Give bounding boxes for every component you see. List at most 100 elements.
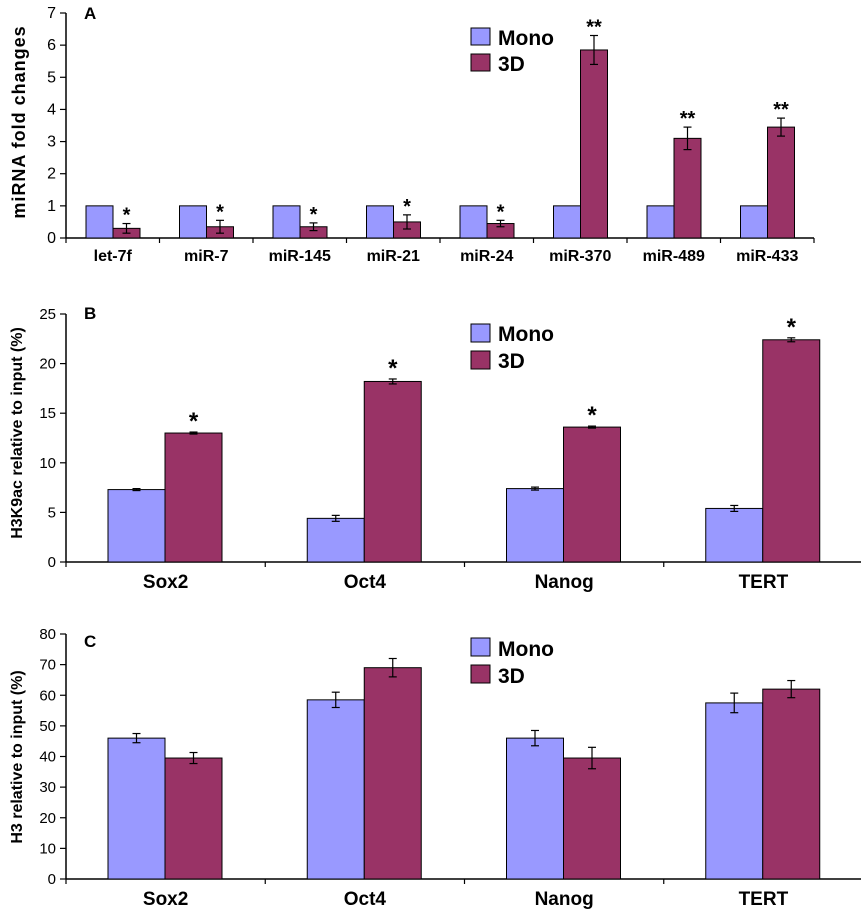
panel-a-y-tick-label: 5: [47, 69, 56, 86]
panel-b-bar-3d: [762, 339, 821, 563]
panel-c-bar-mono: [306, 699, 365, 880]
panel-c-plot: 0 10 20 30 40 50 60 70 80 Sox2 Oct4 Nanog TERT: [39, 626, 861, 910]
panel-a-bar-mono: [85, 205, 114, 239]
panel-a-plot: 0 1 2 3 4 5 6 7 * let-7f * miR-7 * miR-145 * miR-21 * miR…: [47, 5, 815, 265]
panel-a-significance-label: *: [403, 196, 411, 218]
panel-b-y-tick-label: 0: [48, 554, 56, 571]
panel-b-bar-3d: [563, 426, 621, 563]
panel-b-bar-mono: [506, 488, 564, 563]
panel-a-category-label: miR-24: [460, 248, 513, 265]
legend-a-3d-swatch: [470, 53, 491, 72]
panel-a-category-label: let-7f: [94, 248, 133, 265]
panel-a-y-tick-label: 2: [47, 166, 56, 183]
panel-c-bar-mono: [506, 737, 564, 880]
panel-a-bar-3d: [580, 49, 608, 239]
panel-c-y-tick-label: 30: [39, 779, 56, 796]
panel-b-bar-mono: [705, 507, 764, 563]
panel-a-significance-label: **: [773, 99, 789, 121]
panel-a-legend: Mono 3D: [470, 27, 554, 76]
panel-a-bar-mono: [646, 205, 675, 239]
legend-b-mono-label: Mono: [498, 323, 554, 346]
panel-c-y-tick-label: 40: [39, 749, 56, 766]
panel-c-bar-3d: [363, 667, 422, 880]
panel-a-significance-label: *: [497, 201, 505, 223]
legend-a-mono-swatch: [470, 27, 491, 46]
panel-a-y-tick-label: 4: [47, 101, 56, 118]
panel-c-category-label: Nanog: [535, 889, 594, 910]
panel-c-bar-mono: [705, 702, 764, 880]
panel-b-significance-label: *: [587, 402, 597, 429]
panel-a: A miRNA fold changes Mono 3D 0 1 2 3 4 5 6 7 * le…: [9, 4, 815, 265]
panel-b-category-label: Sox2: [143, 572, 188, 593]
panel-a-bar-3d: [767, 126, 795, 239]
panel-b-plot: 0 5 10 15 20 25 * Sox2 * Oct4 * Nanog * TERT: [39, 306, 861, 593]
panel-c: C H3 relative to input (%) Mono 3D 0 10 20…: [9, 626, 861, 910]
panel-b-bar-3d: [164, 432, 223, 563]
legend-c-mono-label: Mono: [498, 638, 554, 661]
panel-a-letter: A: [84, 4, 96, 23]
panel-b-significance-label: *: [189, 408, 199, 435]
legend-a-mono-label: Mono: [498, 27, 554, 50]
legend-c-mono-swatch: [470, 637, 491, 657]
legend-a-3d-label: 3D: [498, 53, 525, 76]
panel-c-category-label: TERT: [739, 889, 789, 910]
panel-a-bar-mono: [179, 205, 207, 239]
panel-b-bar-mono: [306, 517, 365, 563]
panel-a-significance-label: *: [216, 201, 224, 223]
panel-a-category-label: miR-489: [643, 248, 705, 265]
panel-c-y-tick-label: 20: [39, 810, 56, 827]
panel-a-bar-mono: [366, 205, 394, 239]
panel-c-y-tick-label: 0: [48, 871, 56, 888]
panel-b-category-label: Oct4: [344, 572, 387, 593]
panel-a-y-tick-label: 0: [47, 230, 56, 247]
panel-b-ylabel: H3K9ac relative to input (%): [9, 327, 26, 539]
panel-b-y-tick-label: 10: [39, 455, 56, 472]
panel-a-category-label: miR-21: [367, 248, 420, 265]
panel-a-significance-label: *: [123, 205, 131, 227]
panel-a-category-label: miR-145: [269, 248, 331, 265]
panel-b: B H3K9ac relative to input (%) Mono 3D 0…: [9, 304, 861, 593]
legend-b-3d-swatch: [470, 350, 491, 370]
panel-b-category-label: Nanog: [535, 572, 594, 593]
panel-c-bar-3d: [762, 688, 821, 880]
legend-b-mono-swatch: [470, 323, 491, 343]
panel-b-y-tick-label: 20: [39, 356, 56, 373]
legend-b-3d-label: 3D: [498, 350, 525, 373]
panel-a-bar-mono: [272, 205, 301, 239]
panel-c-legend: Mono 3D: [470, 637, 554, 688]
panel-b-legend: Mono 3D: [470, 323, 554, 373]
panel-b-significance-label: *: [787, 314, 797, 341]
panel-c-bar-3d: [563, 757, 621, 880]
panel-b-bar-mono: [107, 489, 166, 563]
panel-c-letter: C: [84, 632, 96, 651]
panel-b-y-tick-label: 15: [39, 405, 56, 422]
legend-c-3d-label: 3D: [498, 665, 525, 688]
panel-a-significance-label: *: [310, 204, 318, 226]
panel-a-category-label: miR-7: [184, 248, 229, 265]
panel-b-y-tick-label: 25: [39, 306, 56, 323]
panel-c-bar-3d: [164, 757, 223, 880]
panel-a-ylabel: miRNA fold changes: [9, 25, 29, 218]
panel-a-significance-label: **: [586, 17, 602, 39]
panel-c-category-label: Oct4: [344, 889, 387, 910]
panel-c-y-tick-label: 80: [39, 626, 56, 643]
panel-a-significance-label: **: [680, 108, 696, 130]
panel-a-category-label: miR-370: [549, 248, 611, 265]
panel-b-bar-3d: [363, 380, 422, 563]
panel-a-y-tick-label: 3: [47, 134, 56, 151]
panel-a-bar-mono: [553, 205, 581, 239]
panel-c-bar-mono: [107, 737, 166, 880]
panel-c-category-label: Sox2: [143, 889, 188, 910]
panel-b-y-tick-label: 5: [48, 504, 56, 521]
panel-c-y-tick-label: 50: [39, 718, 56, 735]
panel-c-y-tick-label: 10: [39, 840, 56, 857]
panel-a-bar-mono: [740, 205, 768, 239]
panel-b-category-label: TERT: [739, 572, 789, 593]
panel-a-category-label: miR-433: [736, 248, 798, 265]
panel-c-y-tick-label: 70: [39, 657, 56, 674]
panel-c-y-tick-label: 60: [39, 687, 56, 704]
panel-a-y-tick-label: 7: [47, 5, 56, 22]
legend-c-3d-swatch: [470, 664, 491, 684]
panel-b-significance-label: *: [388, 355, 398, 382]
